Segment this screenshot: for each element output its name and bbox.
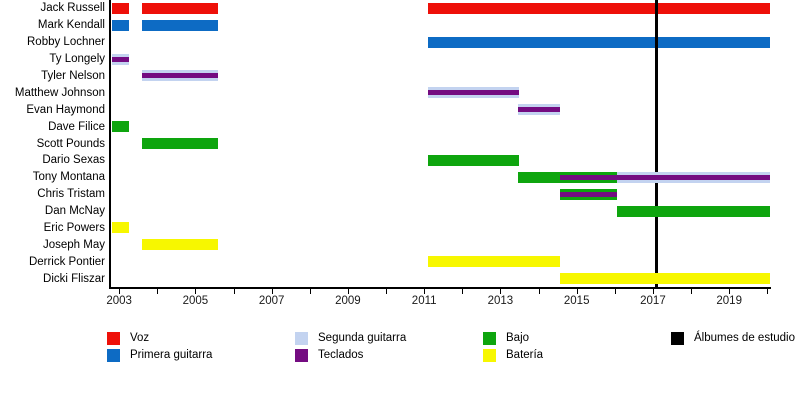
member-label: Matthew Johnson	[14, 86, 105, 99]
axis-tick	[652, 289, 654, 294]
timeline-bar	[111, 19, 129, 31]
member-label: Chris Tristam	[37, 188, 105, 201]
member-label: Evan Haymond	[26, 103, 105, 116]
timeline-bar-stripe	[559, 174, 617, 180]
axis-tick	[767, 289, 769, 294]
timeline-bar-stripe	[616, 174, 770, 180]
axis-tick	[462, 289, 464, 294]
legend-label: Teclados	[318, 349, 364, 361]
legend-label: Segunda guitarra	[318, 332, 407, 344]
timeline-bar	[616, 205, 770, 217]
x-axis-line	[109, 287, 771, 289]
axis-tick	[424, 289, 426, 294]
legend-label: Batería	[506, 349, 544, 361]
axis-tick	[195, 289, 197, 294]
member-label: Ty Longely	[49, 53, 105, 66]
member-label: Jack Russell	[40, 2, 105, 15]
member-label: Tony Montana	[32, 171, 105, 184]
axis-tick	[119, 289, 121, 294]
legend-label: Álbumes de estudio	[694, 332, 796, 344]
member-label: Dario Sexas	[42, 154, 105, 167]
timeline-bar	[559, 273, 770, 285]
timeline-bar	[142, 239, 219, 251]
axis-tick	[614, 289, 616, 294]
timeline-bar	[142, 2, 219, 14]
axis-tick	[576, 289, 578, 294]
axis-tick-label: 2005	[182, 295, 209, 307]
timeline-bar	[111, 53, 129, 65]
legend-label: Voz	[130, 332, 150, 344]
member-label: Derrick Pontier	[28, 255, 105, 268]
member-label: Scott Pounds	[36, 137, 105, 150]
timeline-bar-stripe	[142, 73, 219, 79]
timeline-bar	[517, 171, 560, 183]
timeline-bar	[427, 2, 770, 14]
axis-tick	[233, 289, 235, 294]
legend-swatch-teclados	[295, 349, 308, 362]
member-label: Dave Filice	[48, 120, 105, 133]
legend-swatch-albumes	[671, 332, 684, 345]
timeline-bar	[142, 138, 219, 149]
legend-swatch-voz	[107, 332, 120, 345]
axis-tick-label: 2009	[335, 295, 361, 307]
timeline-bar	[142, 70, 219, 82]
axis-tick	[729, 289, 731, 294]
axis-tick	[271, 289, 273, 294]
axis-tick-label: 2019	[716, 295, 742, 307]
member-label: Mark Kendall	[37, 19, 105, 32]
member-label: Joseph May	[42, 238, 105, 251]
member-label: Dan McNay	[44, 205, 105, 218]
timeline-bar	[559, 188, 617, 200]
axis-tick	[691, 289, 693, 294]
y-axis-line	[109, 0, 111, 289]
legend-swatch-bajo	[483, 332, 496, 345]
legend-swatch-segunda_guitarra	[295, 332, 308, 345]
axis-tick-label: 2013	[487, 295, 514, 307]
axis-tick	[347, 289, 349, 294]
timeline-bar	[111, 222, 129, 234]
timeline-bar-stripe	[111, 56, 129, 62]
legend-swatch-bateria	[483, 349, 496, 362]
timeline-bar	[427, 36, 770, 48]
timeline-bar	[559, 171, 617, 183]
album-release-line	[655, 0, 659, 287]
axis-tick	[386, 289, 388, 294]
member-label: Robby Lochner	[27, 36, 105, 49]
axis-tick-label: 2003	[106, 295, 132, 307]
timeline-bar	[111, 121, 129, 133]
member-label: Dicki Fliszar	[43, 272, 105, 285]
axis-tick	[157, 289, 159, 294]
member-label: Eric Powers	[43, 221, 105, 234]
legend-label: Bajo	[506, 332, 530, 344]
timeline-bar	[427, 154, 520, 166]
legend-label: Primera guitarra	[130, 349, 213, 361]
timeline-bar	[427, 87, 520, 99]
timeline-bar	[427, 256, 560, 268]
timeline-bar	[142, 19, 219, 31]
member-label: Tyler Nelson	[41, 69, 105, 82]
timeline-bar-stripe	[517, 107, 560, 113]
timeline-bar	[616, 171, 770, 183]
timeline-bar-stripe	[559, 191, 617, 197]
legend-swatch-primera_guitarra	[107, 349, 120, 362]
timeline-bar	[111, 2, 129, 14]
axis-tick	[538, 289, 540, 294]
axis-tick-label: 2007	[258, 295, 285, 307]
timeline-bar-stripe	[427, 90, 520, 96]
timeline-bar	[517, 104, 560, 116]
axis-tick	[309, 289, 311, 294]
axis-tick-label: 2011	[411, 295, 437, 307]
axis-tick-label: 2017	[640, 295, 666, 307]
axis-tick	[500, 289, 502, 294]
axis-tick-label: 2015	[563, 295, 590, 307]
